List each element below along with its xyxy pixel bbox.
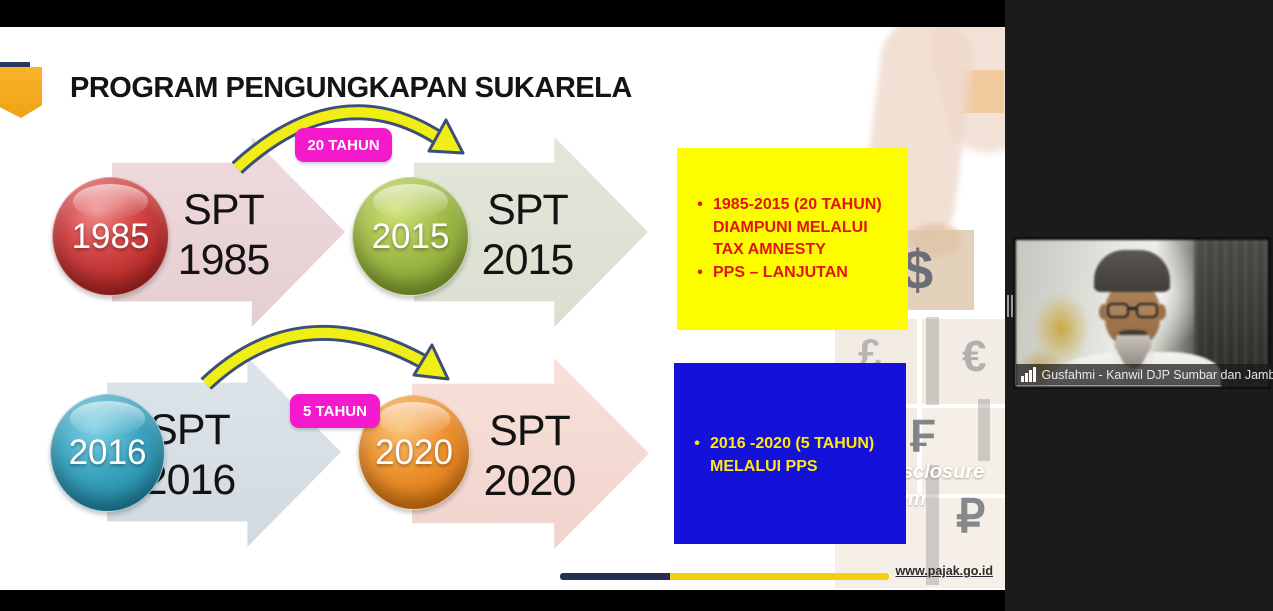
spt-1985-label: SPT 1985	[177, 186, 271, 284]
note-amnesty-text-2: PPS – LANJUTAN	[713, 263, 848, 281]
participant-ear	[1099, 304, 1109, 320]
bullet-marker: •	[694, 435, 700, 452]
year-circle-1985: 1985	[52, 177, 169, 296]
block-gap	[978, 399, 990, 461]
participant-mustache	[1119, 330, 1147, 337]
year-circle-2020: 2020	[358, 395, 470, 510]
year-circle-2015: 2015	[352, 177, 469, 296]
audio-level-icon	[1021, 367, 1036, 382]
duration-label-20-tahun: 20 TAHUN	[295, 128, 392, 162]
duration-label-5-tahun: 5 TAHUN	[290, 394, 380, 428]
watermark-text: m	[908, 488, 926, 510]
slide-top-right-accent	[961, 70, 1004, 113]
wooden-block	[922, 408, 1005, 494]
euro-symbol: €	[962, 332, 987, 381]
spt-2020-label: SPT 2020	[483, 407, 577, 505]
block-gap	[926, 317, 939, 405]
year-2015: 2015	[371, 216, 450, 256]
participant-kufi-cap	[1094, 250, 1170, 292]
note-box-tax-amnesty: • 1985-2015 (20 TAHUN) DIAMPUNI MELALUI …	[677, 148, 908, 330]
slide-corner-ribbon	[0, 67, 42, 118]
year-2020: 2020	[375, 432, 453, 472]
participant-ear	[1156, 304, 1166, 320]
bullet-item: • 2016 -2020 (5 TAHUN) MELALUI PPS	[684, 433, 894, 478]
franc-symbol: ₣	[910, 410, 936, 462]
footer-bar-yellow	[670, 573, 889, 580]
bullet-item: • PPS – LANJUTAN	[687, 262, 896, 285]
note-amnesty-text-1: 1985-2015 (20 TAHUN) DIAMPUNI MELALUI TA…	[713, 196, 882, 258]
glasses	[1107, 303, 1129, 318]
participant-video-tile[interactable]: Gusfahmi - Kanwil DJP Sumbar dan Jambi	[1013, 237, 1273, 389]
panel-resize-handle[interactable]	[1006, 294, 1014, 318]
video-feed	[1016, 240, 1268, 386]
fingertip-image	[910, 223, 962, 257]
note-pps-text-1: 2016 -2020 (5 TAHUN) MELALUI PPS	[710, 435, 875, 475]
participant-name: Gusfahmi - Kanwil DJP Sumbar dan Jambi	[1041, 367, 1273, 382]
wooden-block	[922, 319, 1005, 404]
bullet-marker: •	[697, 196, 703, 213]
participant-name-tag: Gusfahmi - Kanwil DJP Sumbar dan Jambi	[1016, 364, 1273, 385]
footer-bar-navy	[560, 573, 670, 580]
shared-screen-slide: $ £ € ₣ ₽ sclosure m PROGRAM PENGUNGKAPA…	[0, 27, 1005, 590]
footer-url: www.pajak.go.id	[895, 564, 993, 578]
glasses-bridge	[1128, 307, 1137, 310]
spt-2015-label: SPT 2015	[481, 186, 575, 284]
slide-title: PROGRAM PENGUNGKAPAN SUKARELA	[70, 72, 632, 104]
year-circle-2016: 2016	[50, 394, 165, 512]
video-strip-panel: Gusfahmi - Kanwil DJP Sumbar dan Jambi	[1005, 0, 1273, 611]
year-1985: 1985	[71, 216, 150, 256]
watermark-text: sclosure	[902, 461, 985, 483]
note-box-pps: • 2016 -2020 (5 TAHUN) MELALUI PPS	[674, 363, 906, 544]
year-2016: 2016	[68, 433, 147, 472]
bullet-item: • 1985-2015 (20 TAHUN) DIAMPUNI MELALUI …	[687, 194, 896, 262]
bullet-marker: •	[697, 263, 703, 281]
ruble-symbol: ₽	[956, 490, 986, 542]
glasses	[1136, 303, 1158, 318]
curved-arrow-5-tahun	[200, 324, 450, 390]
